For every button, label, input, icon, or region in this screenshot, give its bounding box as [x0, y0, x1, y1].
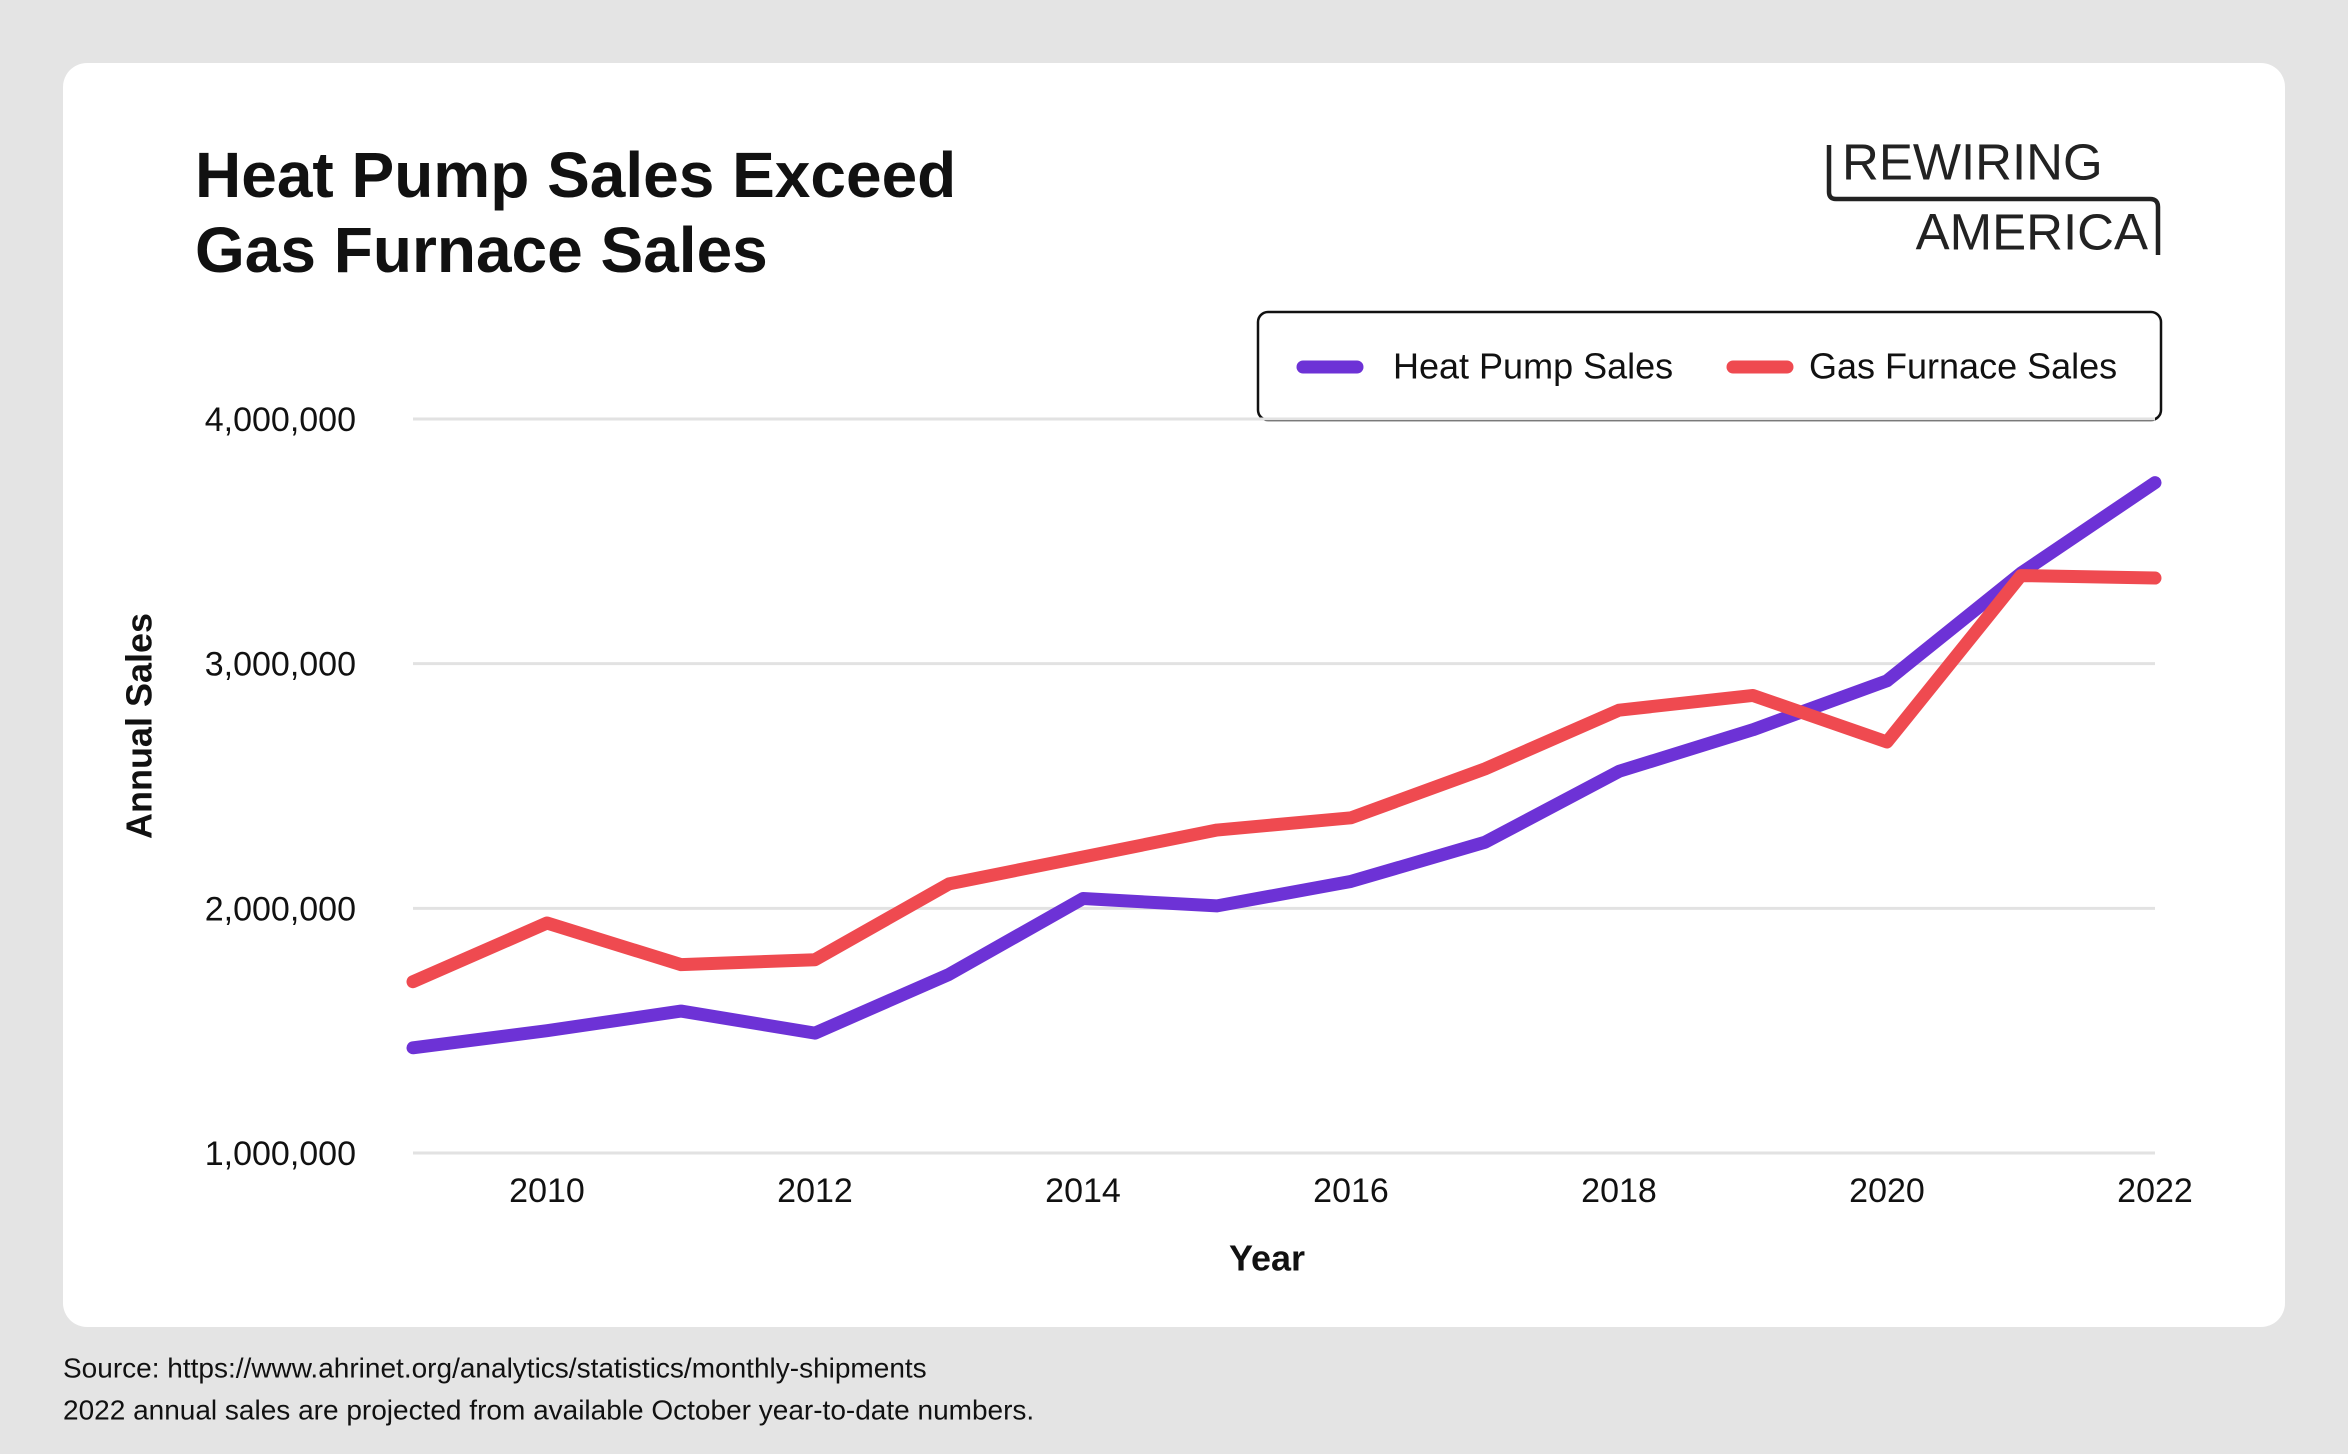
- data-line: [406, 569, 2162, 989]
- x-tick-label: 2012: [777, 1172, 853, 1210]
- logo-text: REWIRING: [1842, 133, 2103, 190]
- logo-text: AMERICA: [1916, 203, 2148, 260]
- x-tick-label: 2010: [509, 1172, 585, 1210]
- x-axis-label: Year: [1229, 1238, 1305, 1279]
- logo-bracket: [1826, 145, 2161, 255]
- y-tick-label: 4,000,000: [205, 401, 356, 439]
- legend-label: Gas Furnace Sales: [1809, 346, 2117, 387]
- y-tick-label: 3,000,000: [205, 646, 356, 684]
- y-tick-label: 2,000,000: [205, 890, 356, 928]
- x-tick-label: 2014: [1045, 1172, 1121, 1210]
- legend-label: Heat Pump Sales: [1393, 346, 1673, 387]
- y-tick-label: 1,000,000: [205, 1135, 356, 1173]
- x-tick-label: 2020: [1849, 1172, 1925, 1210]
- x-tick-label: 2018: [1581, 1172, 1657, 1210]
- x-tick-label: 2016: [1313, 1172, 1389, 1210]
- x-tick-label: 2022: [2117, 1172, 2193, 1210]
- source-note: 2022 annual sales are projected from ava…: [63, 1394, 1034, 1425]
- chart-title: Gas Furnace Sales: [195, 214, 768, 286]
- data-line: [406, 476, 2162, 1055]
- chart-title: Heat Pump Sales Exceed: [195, 139, 956, 211]
- y-axis-label: Annual Sales: [119, 613, 160, 839]
- source-note: Source: https://www.ahrinet.org/analytic…: [63, 1352, 927, 1383]
